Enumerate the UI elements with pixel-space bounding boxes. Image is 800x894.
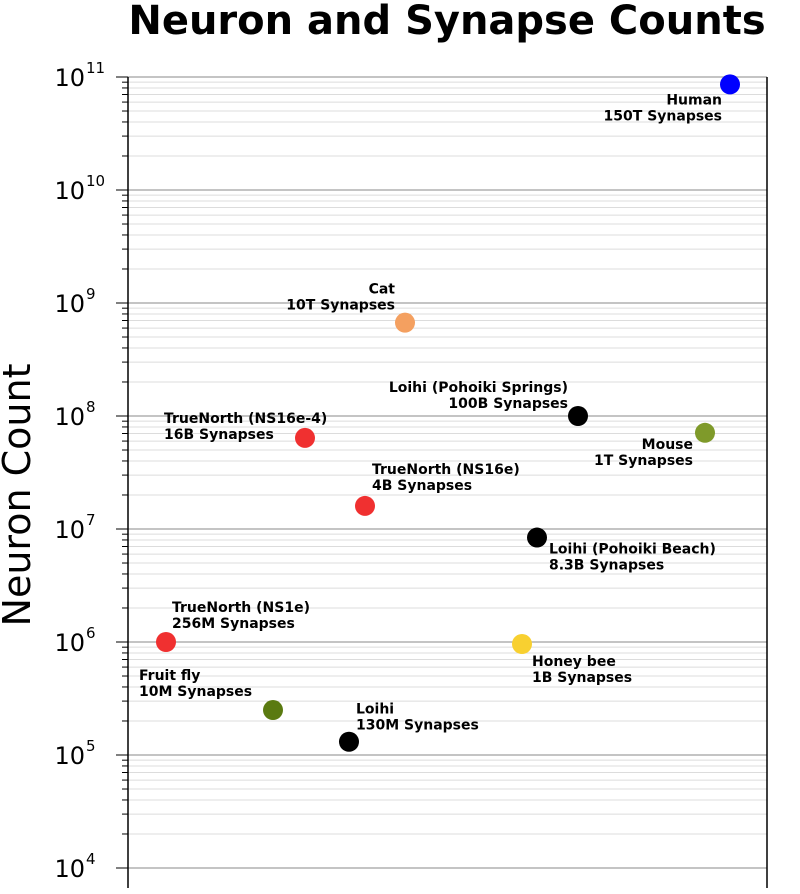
- point-label-name: Loihi (Pohoiki Beach): [549, 542, 716, 558]
- y-tick-exponent: 5: [86, 737, 96, 755]
- chart-title: Neuron and Synapse Counts: [128, 0, 765, 44]
- y-axis-label: Neuron Count: [0, 364, 39, 627]
- y-tick-label: 10: [54, 403, 85, 431]
- point-label-name: TrueNorth (NS1e): [172, 600, 310, 616]
- data-point: [295, 427, 315, 448]
- y-tick-exponent: 10: [86, 172, 105, 190]
- y-tick-exponent: 9: [86, 285, 96, 303]
- data-point: [695, 422, 715, 443]
- point-label-name: Honey bee: [532, 654, 616, 670]
- y-tick-label: 10: [54, 177, 85, 205]
- point-label-synapses: 100B Synapses: [448, 396, 568, 412]
- data-point: [568, 406, 588, 426]
- y-tick-label: 10: [54, 742, 85, 770]
- point-label-name: Mouse: [642, 437, 693, 453]
- y-tick-base: 10: [54, 64, 85, 92]
- point-label-name: TrueNorth (NS16e): [372, 462, 520, 478]
- point-label-synapses: 1B Synapses: [532, 670, 632, 686]
- y-tick-base: 10: [54, 855, 85, 883]
- data-point: [263, 700, 283, 721]
- point-label-synapses: 16B Synapses: [164, 427, 274, 443]
- y-tick-base: 10: [54, 629, 85, 657]
- y-tick-label: 10: [54, 629, 85, 657]
- data-point: [395, 312, 415, 333]
- y-tick-base: 10: [54, 290, 85, 318]
- data-point: [156, 632, 176, 652]
- y-tick-base: 10: [54, 742, 85, 770]
- y-tick-label: 10: [54, 516, 85, 544]
- y-tick-base: 10: [54, 516, 85, 544]
- y-tick-exponent: 8: [86, 398, 96, 416]
- point-label-synapses: 10M Synapses: [139, 684, 252, 700]
- axes: [116, 76, 768, 888]
- y-tick-label: 10: [54, 64, 85, 92]
- point-label-synapses: 130M Synapses: [356, 718, 479, 734]
- point-label-synapses: 256M Synapses: [172, 616, 295, 632]
- point-label-name: Fruit fly: [139, 668, 200, 684]
- y-tick-base: 10: [54, 403, 85, 431]
- point-label-name: Human: [666, 92, 722, 108]
- y-tick-exponent: 11: [86, 59, 105, 77]
- data-point: [512, 634, 532, 655]
- point-label-synapses: 10T Synapses: [286, 298, 395, 314]
- point-label-name: Loihi (Pohoiki Springs): [389, 380, 568, 396]
- data-point: [339, 731, 359, 752]
- data-point: [720, 74, 740, 95]
- grid: [128, 76, 767, 869]
- data-point: [355, 495, 375, 516]
- point-label-synapses: 8.3B Synapses: [549, 558, 664, 574]
- y-tick-label: 10: [54, 855, 85, 883]
- point-label-synapses: 150T Synapses: [604, 108, 722, 124]
- point-label-name: Cat: [369, 282, 396, 298]
- point-label-synapses: 1T Synapses: [594, 453, 693, 469]
- y-tick-exponent: 4: [86, 850, 96, 868]
- data-point: [527, 527, 547, 548]
- point-label-name: Loihi: [356, 702, 394, 718]
- point-label-name: TrueNorth (NS16e-4): [164, 411, 327, 427]
- y-tick-base: 10: [54, 177, 85, 205]
- point-label-synapses: 4B Synapses: [372, 478, 472, 494]
- y-tick-exponent: 7: [86, 511, 96, 529]
- y-tick-label: 10: [54, 290, 85, 318]
- y-tick-exponent: 6: [86, 624, 96, 642]
